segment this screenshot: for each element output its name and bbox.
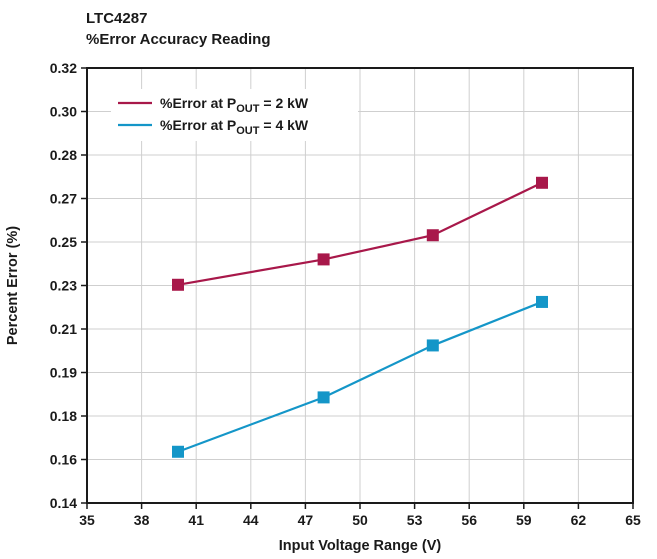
- ticks: 35 38 41 44 47 50 53 56 59 62 65 0.14 0.16 0.18 0.19 0.…: [50, 60, 641, 528]
- x-tick-label: 38: [134, 512, 150, 528]
- y-axis-title: Percent Error (%): [5, 226, 21, 345]
- x-tick-label: 65: [625, 512, 641, 528]
- data-point: [426, 229, 439, 242]
- y-tick-label: 0.19: [50, 365, 77, 381]
- y-tick-label: 0.32: [50, 60, 77, 76]
- series-line: [177, 181, 543, 286]
- x-tick-label: 56: [461, 512, 477, 528]
- x-axis-title: Input Voltage Range (V): [279, 538, 442, 554]
- y-tick-label: 0.16: [50, 452, 77, 468]
- x-tick-label: 59: [516, 512, 532, 528]
- series-1: [172, 176, 548, 291]
- legend-label: %Error at POUT = 4 kW: [160, 117, 309, 137]
- y-tick-label: 0.14: [50, 495, 77, 511]
- data-point: [426, 339, 439, 352]
- y-tick-label: 0.25: [50, 234, 77, 250]
- chart-title-block: LTC4287 %Error Accuracy Reading: [86, 8, 271, 50]
- plot-frame: [86, 67, 634, 504]
- data-point: [536, 176, 548, 189]
- legend: %Error at POUT = 2 kW%Error at POUT = 4 …: [111, 89, 358, 141]
- y-tick-label: 0.28: [50, 147, 77, 163]
- data-point: [536, 295, 548, 308]
- chart-title: LTC4287: [86, 10, 148, 27]
- x-tick-label: 50: [352, 512, 368, 528]
- y-tick-label: 0.21: [50, 321, 77, 337]
- y-tick-label: 0.23: [50, 278, 77, 294]
- x-tick-label: 35: [79, 512, 95, 528]
- legend-label: %Error at POUT = 2 kW: [160, 95, 309, 115]
- x-tick-label: 41: [188, 512, 204, 528]
- data-point: [172, 278, 184, 291]
- data-point: [172, 445, 184, 458]
- y-tick-label: 0.18: [50, 408, 77, 424]
- x-tick-label: 44: [243, 512, 259, 528]
- chart-subtitle: %Error Accuracy Reading: [86, 31, 271, 48]
- y-tick-label: 0.27: [50, 191, 77, 207]
- x-tick-label: 47: [298, 512, 314, 528]
- x-tick-label: 53: [407, 512, 423, 528]
- data-point: [317, 391, 330, 404]
- data-point: [317, 253, 330, 266]
- series-line: [177, 300, 543, 453]
- y-tick-label: 0.30: [50, 104, 77, 120]
- x-tick-label: 62: [571, 512, 587, 528]
- series-2: [172, 295, 548, 458]
- legend-box: [111, 89, 358, 141]
